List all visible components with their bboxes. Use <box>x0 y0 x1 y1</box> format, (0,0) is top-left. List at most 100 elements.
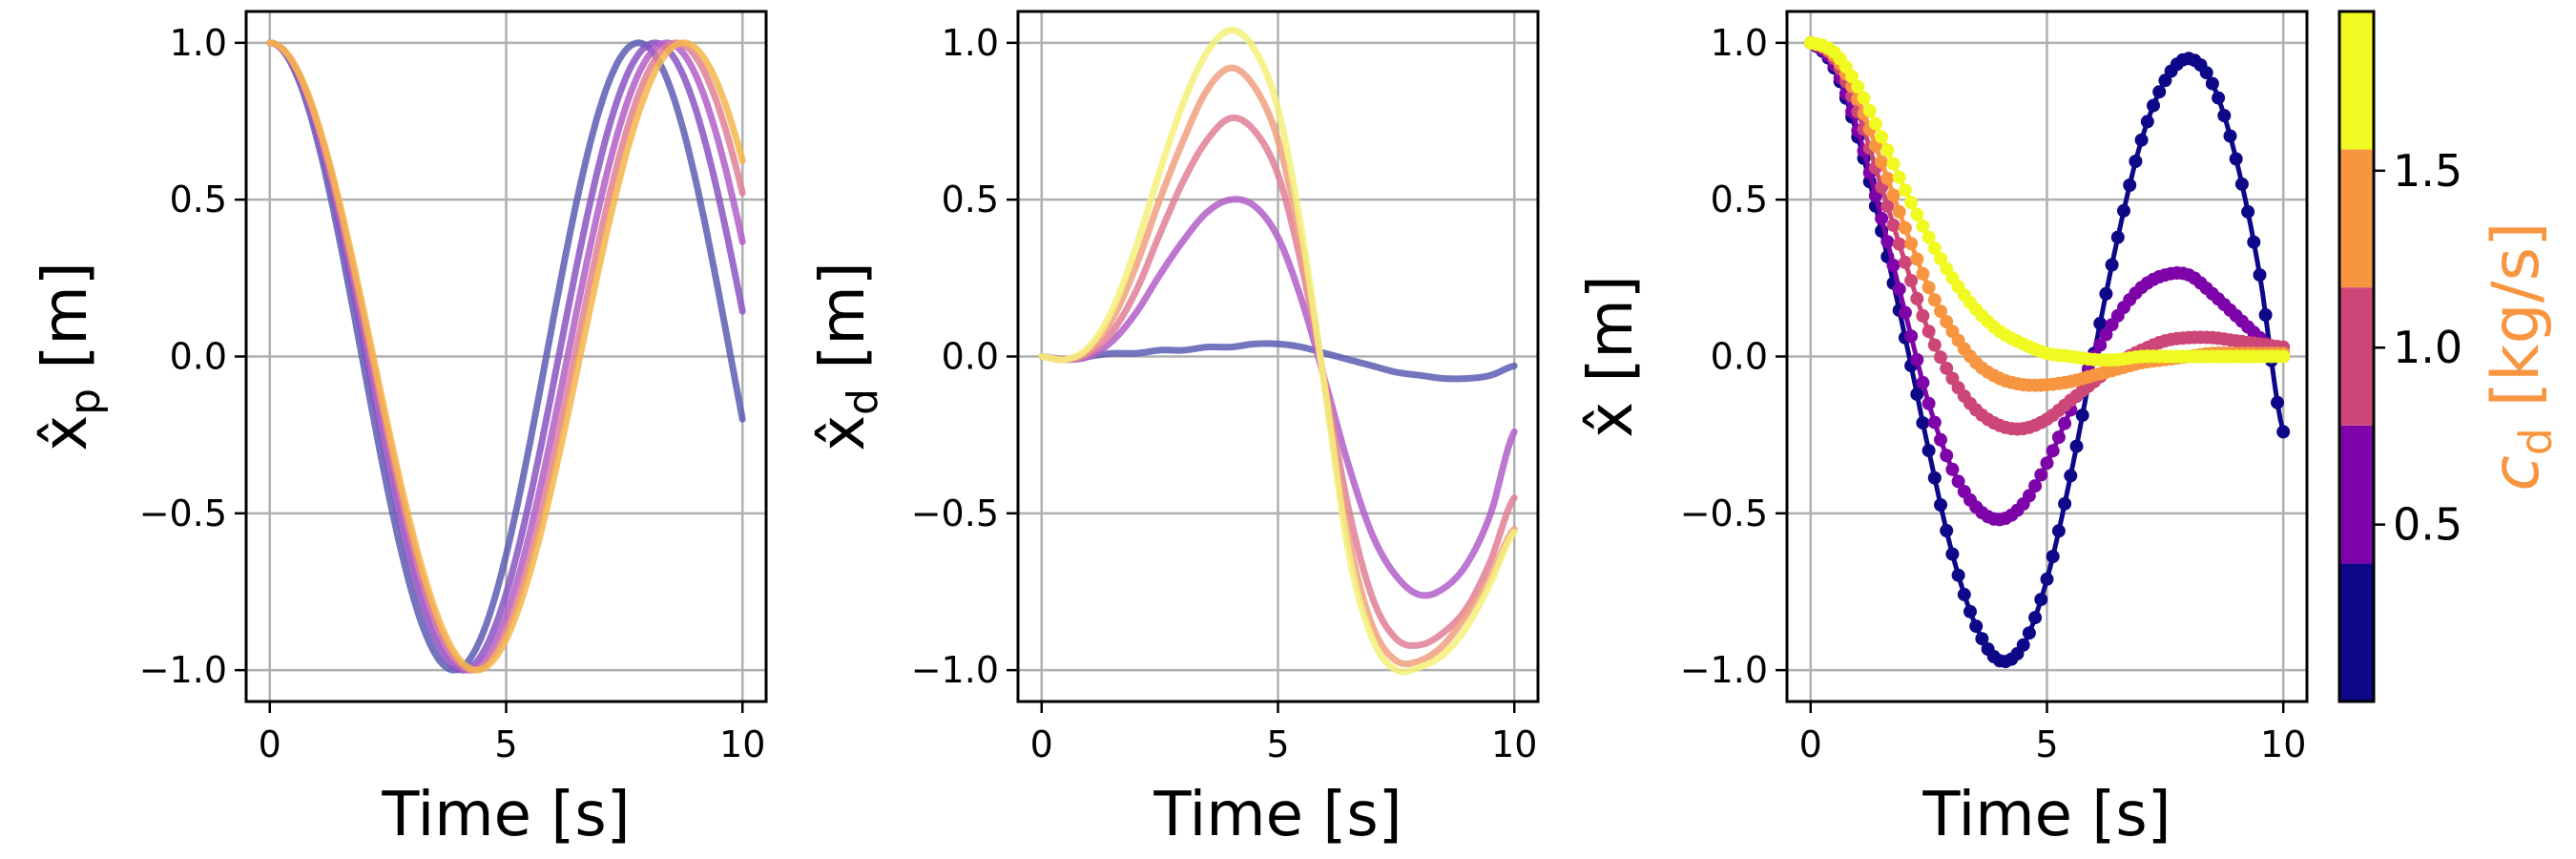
data-point <box>2034 468 2048 482</box>
data-point <box>2022 489 2036 503</box>
x-tick-label: 0 <box>1030 723 1053 765</box>
y-axis-label-unit: [m] <box>808 262 879 388</box>
data-point <box>1904 196 1919 210</box>
data-point <box>1922 396 1936 410</box>
y-tick-label: 1.0 <box>1711 22 1768 64</box>
data-point <box>1940 361 1954 375</box>
data-point <box>1940 449 1954 463</box>
data-point <box>2117 203 2130 218</box>
data-point <box>1904 274 1919 287</box>
data-point <box>2247 235 2261 249</box>
colorbar-tick-label: 1.5 <box>2393 145 2462 197</box>
data-point <box>1845 70 1859 84</box>
data-point <box>1898 255 1912 269</box>
data-point <box>1927 471 1942 485</box>
data-point <box>1862 103 1877 117</box>
data-point <box>1839 60 1853 74</box>
data-point <box>1868 116 1882 131</box>
data-point <box>1916 416 1930 430</box>
y-tick-label: −1.0 <box>911 649 999 691</box>
series-line <box>1038 114 1518 649</box>
x-tick-label: 10 <box>2260 723 2306 765</box>
data-point <box>2093 338 2108 352</box>
series-lines <box>266 39 746 674</box>
y-axis-label: x̂p [m] <box>31 262 110 450</box>
data-point <box>1886 188 1901 202</box>
y-tick-label: 0.5 <box>1711 178 1768 220</box>
data-point <box>1945 462 1960 476</box>
data-point <box>1892 282 1906 296</box>
data-point <box>1945 547 1960 561</box>
data-point <box>1880 199 1895 213</box>
colorbar-bin <box>2339 11 2374 150</box>
x-tick-label: 5 <box>2035 723 2058 765</box>
data-point <box>2241 204 2255 219</box>
data-point <box>2075 409 2089 423</box>
chart-panel-xd: 0 5 10 −1.0 −0.5 0.0 0.5 1.0 Time [s] x̂d [m] <box>808 10 1540 850</box>
colorbar-tick-label: 1.0 <box>2393 322 2462 373</box>
data-point <box>2199 66 2213 80</box>
data-point <box>2276 349 2291 364</box>
data-point <box>1880 235 1895 249</box>
data-point <box>1880 143 1895 157</box>
y-tick-label: −0.5 <box>1680 492 1768 534</box>
data-point <box>1934 252 1947 265</box>
chart-panel-x: 0 5 10 −1.0 −0.5 0.0 0.5 1.0 Time [s] x̂ [m] <box>1576 10 2309 850</box>
data-point <box>2099 327 2113 342</box>
data-point <box>1857 91 1871 105</box>
data-point <box>1892 237 1906 251</box>
data-point <box>2028 479 2043 493</box>
data-point <box>1916 308 1930 323</box>
x-axis-label: Time [s] <box>381 780 630 850</box>
data-point <box>2223 129 2237 143</box>
data-point <box>1940 315 1954 328</box>
x-tick-labels: 0 5 10 <box>259 702 765 765</box>
chart-panel-xp: 0 5 10 −1.0 −0.5 0.0 0.5 1.0 Time [s] x̂p [m] <box>31 10 768 850</box>
y-tick-label: 1.0 <box>170 22 227 64</box>
colorbar-label: cd [kg/s] <box>2479 221 2562 491</box>
x-tick-label: 5 <box>494 723 517 765</box>
y-tick-labels: −1.0 −0.5 0.0 0.5 1.0 <box>139 22 246 691</box>
colorbar-bins <box>2339 11 2374 702</box>
data-point <box>1910 353 1924 367</box>
data-point <box>1880 171 1895 185</box>
data-point <box>1875 130 1889 144</box>
data-point <box>1963 604 1977 618</box>
data-point <box>1934 350 1947 365</box>
data-point <box>1904 329 1919 344</box>
y-axis-label-subscript: p <box>61 388 110 415</box>
series-line <box>266 39 746 674</box>
data-point <box>1886 157 1901 171</box>
colorbar-bin <box>2339 287 2374 426</box>
data-point <box>1927 415 1942 430</box>
series-line <box>1038 196 1518 599</box>
y-tick-label: 1.0 <box>942 22 999 64</box>
data-point <box>2099 286 2113 301</box>
data-point <box>1922 325 1936 339</box>
y-axis-label-main: x̂ <box>808 415 879 451</box>
data-point <box>1886 218 1901 232</box>
data-point <box>2046 550 2060 563</box>
data-point <box>2051 430 2066 445</box>
data-point <box>2105 258 2119 272</box>
data-point <box>2093 316 2108 330</box>
series-line <box>266 39 746 674</box>
y-tick-label: 0.5 <box>942 178 999 220</box>
data-point <box>2134 133 2149 147</box>
colorbar-label-unit: [kg/s] <box>2479 221 2554 428</box>
data-point <box>1910 207 1924 221</box>
y-tick-label: −0.5 <box>139 492 227 534</box>
colorbar-bin <box>2339 149 2374 288</box>
data-point <box>2051 524 2066 538</box>
data-point <box>1875 155 1889 169</box>
data-point <box>1934 498 1947 512</box>
data-point <box>2152 85 2167 99</box>
data-point <box>1898 305 1912 320</box>
data-point <box>2129 155 2143 168</box>
colorbar-bin <box>2339 425 2374 564</box>
data-point <box>2217 109 2232 123</box>
colorbar: 0.5 1.0 1.5 cd [kg/s] <box>2337 10 2562 703</box>
data-point <box>2123 178 2137 192</box>
data-point <box>2205 76 2219 91</box>
